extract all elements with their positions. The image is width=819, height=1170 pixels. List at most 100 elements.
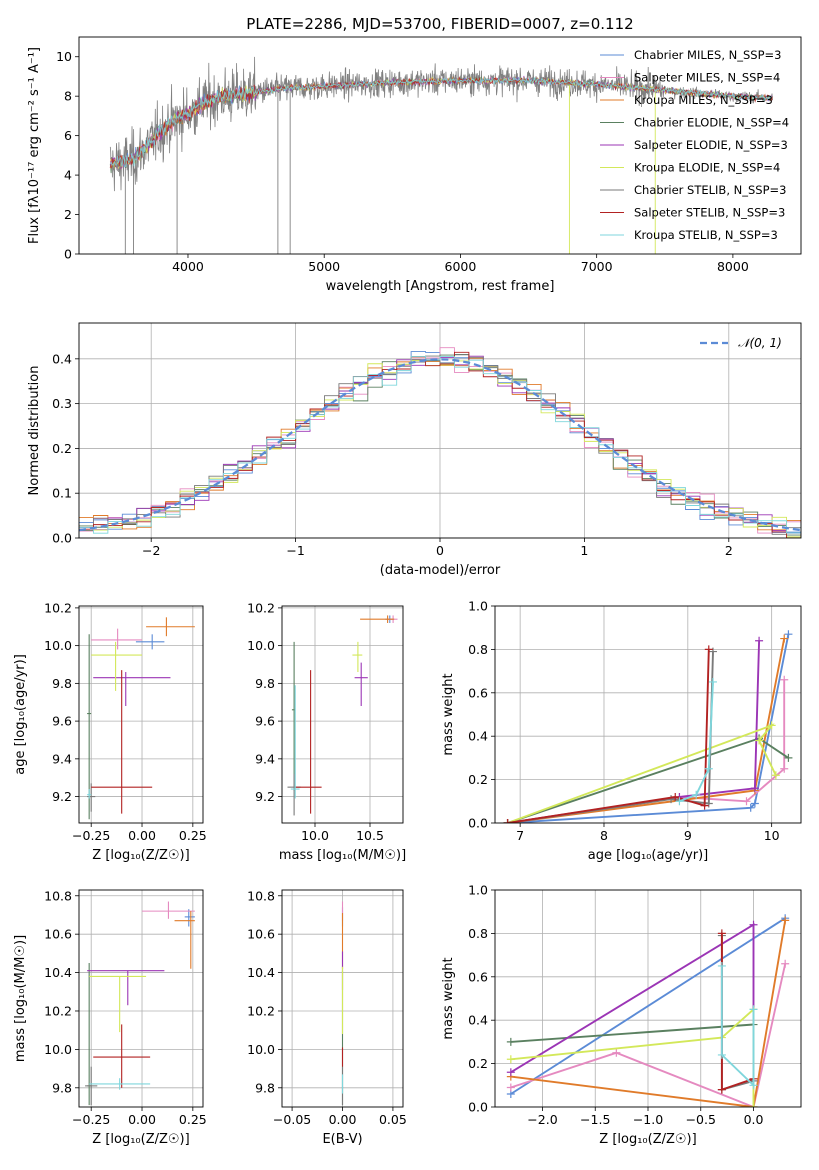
plot-area — [79, 323, 801, 538]
x-tick-label: 9 — [684, 828, 692, 843]
x-tick-label: 5000 — [308, 259, 340, 274]
weight-marker — [746, 803, 755, 812]
y-tick-label: 9.2 — [255, 789, 275, 804]
axes-frame — [78, 605, 204, 824]
legend-label: Chabrier ELODIE, N_SSP=4 — [634, 116, 789, 130]
weight-line-5 — [510, 923, 755, 1081]
y-tick-label: 0.3 — [52, 396, 72, 411]
errorbar-point-1 — [184, 909, 195, 927]
weight-marker — [755, 636, 764, 645]
errorbar-point-7 — [287, 773, 301, 816]
y-tick-label: 10.0 — [44, 638, 72, 653]
y-axis-label: age [log₁₀(age/yr)] — [13, 654, 28, 775]
y-tick-label: 2 — [64, 207, 72, 222]
y-tick-label: 1.0 — [468, 883, 488, 898]
x-axis-label: (data-model)/error — [380, 563, 501, 578]
x-axis-label: age [log₁₀(age/yr)] — [588, 848, 709, 863]
y-tick-label: 10.4 — [44, 965, 72, 980]
x-tick-label: 4000 — [172, 259, 204, 274]
x-tick-label: −2.0 — [527, 1112, 557, 1127]
y-tick-label: 0.2 — [52, 441, 72, 456]
y-tick-label: 8 — [64, 89, 72, 104]
spectrum-legend: Chabrier MILES, N_SSP=3 Salpeter MILES, N… — [600, 48, 789, 242]
y-tick-label: 0.8 — [468, 926, 488, 941]
x-tick-label: −1.5 — [580, 1112, 610, 1127]
weight-marker — [781, 916, 790, 925]
weight-marker — [749, 1103, 758, 1107]
weight-line-3 — [507, 638, 786, 823]
x-tick-label: 7000 — [581, 259, 613, 274]
y-tick-label: 10.0 — [247, 638, 275, 653]
weight-marker — [750, 799, 759, 808]
y-tick-label: 10 — [56, 49, 72, 64]
y-tick-label: 10.2 — [44, 600, 72, 615]
x-tick-label: 0.00 — [128, 828, 156, 843]
weight-marker — [750, 784, 759, 793]
y-tick-label: 9.8 — [255, 1080, 275, 1095]
weight-marker — [717, 1085, 726, 1094]
weight-marker — [749, 1005, 758, 1014]
x-tick-label: 0.00 — [329, 1112, 357, 1127]
plot-area — [109, 56, 773, 254]
weight-marker — [749, 1081, 758, 1090]
plot-area — [495, 606, 801, 823]
weight-marker — [704, 764, 713, 773]
y-tick-label: 10.8 — [247, 888, 275, 903]
x-tick-label: 6000 — [445, 259, 477, 274]
x-tick-label: 8 — [600, 828, 608, 843]
y-tick-label: 9.6 — [52, 714, 72, 729]
errorbar-point-8 — [295, 670, 322, 814]
weight-marker — [506, 1083, 515, 1092]
chart-weight-vs-Z: −2.0 −1.5 −1.0 −0.5 0.0 0.0 0.2 0.4 0.6 0.8 1.0 Z [… — [441, 883, 802, 1147]
weight-marker — [749, 920, 758, 929]
x-tick-label: 0.0 — [744, 1112, 764, 1127]
errorbar-point-5 — [93, 672, 171, 707]
y-tick-label: 0.0 — [52, 531, 72, 546]
y-tick-label: 9.8 — [255, 676, 275, 691]
errorbar-point-6 — [352, 641, 363, 673]
errorbar-point-5 — [354, 662, 368, 707]
y-tick-label: 0.0 — [468, 816, 488, 831]
x-axis-label: Z [log₁₀(Z/Z☉)] — [92, 848, 189, 863]
y-tick-label: 10.4 — [247, 965, 275, 980]
errorbar-point-5 — [87, 970, 165, 1006]
weight-line-8 — [507, 649, 710, 823]
y-axis-label: Flux [fλ10⁻¹⁷ erg cm⁻² s⁻¹ A⁻¹] — [27, 47, 42, 244]
x-tick-label: −0.25 — [72, 1112, 110, 1127]
weight-marker — [780, 634, 789, 643]
chart-residuals: −2 −1 0 1 2 0.0 0.1 0.2 0.3 0.4 (data-model)/error… — [27, 322, 802, 578]
chart-mass-vs-EBV: −0.05 0.00 0.05 9.8 10.0 10.2 10.4 10.6 10.8 E(B-… — [247, 888, 407, 1147]
x-tick-label: 0.25 — [179, 828, 207, 843]
y-tick-label: 0.4 — [52, 351, 72, 366]
x-tick-label: 1 — [580, 543, 588, 558]
y-tick-label: 9.2 — [52, 789, 72, 804]
plot-area — [282, 890, 403, 1107]
y-tick-label: 6 — [64, 128, 72, 143]
weight-marker — [708, 677, 717, 686]
plot-area — [495, 890, 801, 1107]
axes-frame — [78, 889, 204, 1108]
y-tick-label: 1.0 — [468, 599, 488, 614]
weight-marker — [506, 1037, 515, 1046]
legend-label: 𝒩(0, 1) — [738, 336, 782, 350]
weight-line-1 — [507, 634, 790, 823]
y-axis-label: mass [log₁₀(M/M☉)] — [13, 935, 28, 1062]
weight-marker — [675, 797, 684, 806]
x-tick-label: −1 — [286, 543, 304, 558]
y-tick-label: 9.4 — [52, 751, 72, 766]
plot-area — [79, 890, 203, 1107]
weight-marker — [692, 790, 701, 799]
y-tick-label: 10.8 — [44, 888, 72, 903]
weight-marker — [717, 929, 726, 938]
chart-spectrum: 4000 5000 6000 7000 8000 0 2 4 6 8 10 wavelength [A… — [27, 36, 802, 294]
weight-marker — [742, 797, 751, 806]
weight-marker — [784, 630, 793, 639]
weight-line-6 — [507, 723, 777, 823]
normal-distribution-curve — [79, 358, 801, 532]
x-tick-label: −0.5 — [686, 1112, 716, 1127]
weight-marker — [700, 801, 709, 810]
y-tick-label: 0.4 — [468, 1013, 488, 1028]
x-tick-label: 2 — [725, 543, 733, 558]
x-axis-label: Z [log₁₀(Z/Z☉)] — [92, 1132, 189, 1147]
weight-marker — [717, 961, 726, 970]
